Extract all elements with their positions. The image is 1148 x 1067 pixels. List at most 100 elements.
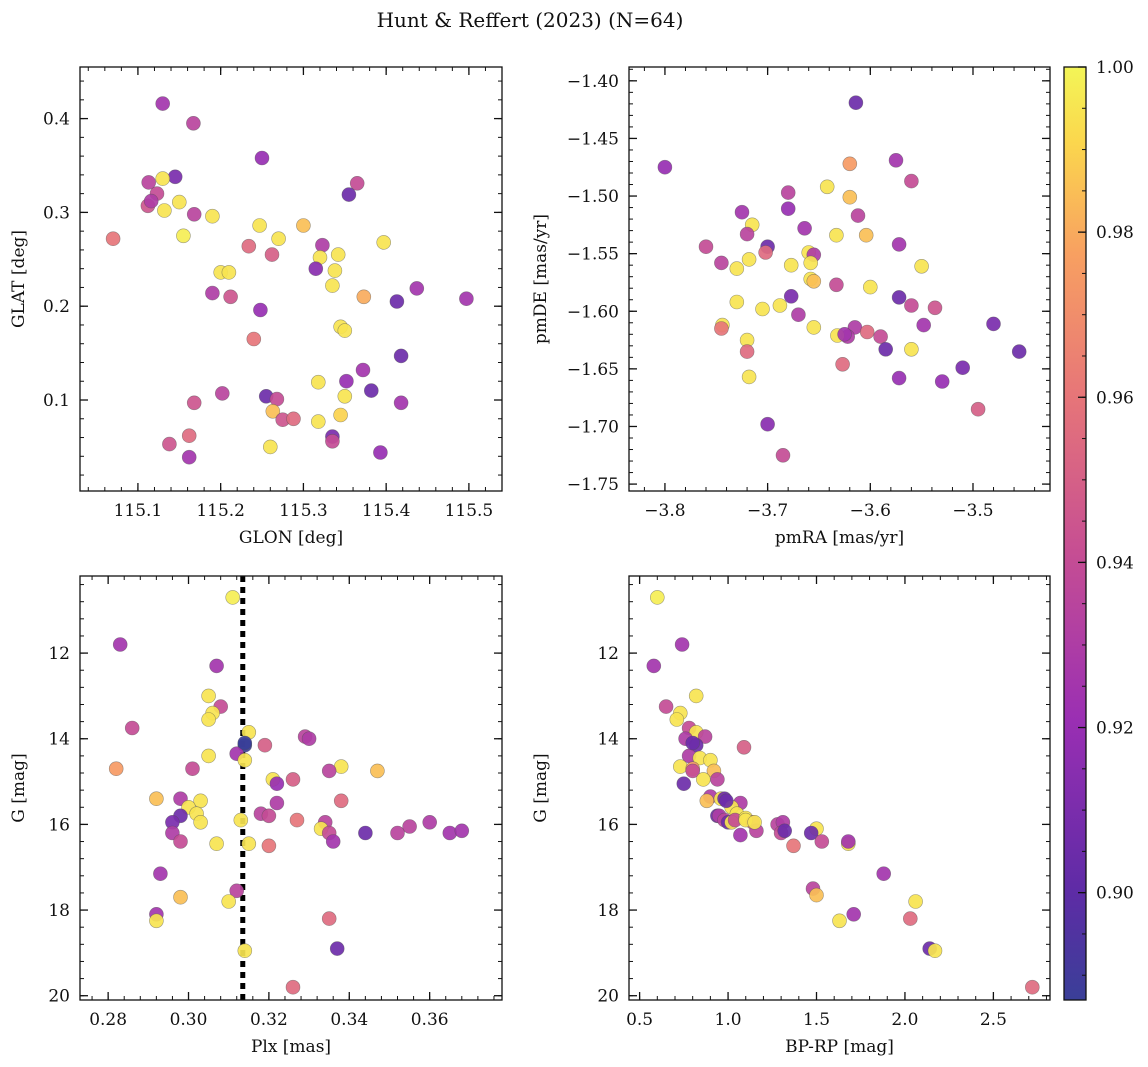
x-tick-label: −3.5 xyxy=(952,501,993,521)
scatter-point xyxy=(173,834,188,849)
x-tick-label: −3.6 xyxy=(850,501,891,521)
scatter-points xyxy=(105,96,474,465)
colorbar-tick-label: 0.90 xyxy=(1096,884,1134,904)
scatter-point xyxy=(285,979,301,995)
scatter-point xyxy=(393,395,409,411)
scatter-point xyxy=(891,237,907,252)
scatter-point xyxy=(891,290,907,305)
scatter-point xyxy=(729,261,745,276)
scatter-point xyxy=(143,193,159,209)
major-ticks xyxy=(80,67,502,491)
axes-frame xyxy=(628,575,1051,1001)
scatter-point xyxy=(254,150,270,166)
scatter-point xyxy=(878,341,894,357)
scatter-point xyxy=(355,362,371,378)
scatter-point xyxy=(157,203,172,218)
scatter-point xyxy=(888,153,904,168)
x-tick-label: 115.2 xyxy=(196,501,245,521)
x-tick-label: 0.28 xyxy=(89,1010,127,1030)
scatter-point xyxy=(646,658,662,674)
scatter-point xyxy=(734,204,750,220)
x-tick-label: −3.7 xyxy=(747,501,788,521)
x-tick-label: 2.5 xyxy=(980,1010,1007,1030)
scatter-point xyxy=(237,752,253,768)
scatter-point xyxy=(105,231,121,246)
scatter-point xyxy=(149,791,164,807)
scatter-point xyxy=(237,943,253,959)
x-tick-label: 115.4 xyxy=(362,501,411,521)
x-tick-label: 2.0 xyxy=(891,1010,918,1030)
scatter-point xyxy=(760,416,775,432)
scatter-point xyxy=(370,763,385,779)
scatter-point xyxy=(185,761,200,777)
y-tick-label: 14 xyxy=(597,730,619,750)
scatter-point xyxy=(172,194,187,210)
y-tick-label: 16 xyxy=(48,815,70,835)
x-tick-label: 0.32 xyxy=(250,1010,288,1030)
scatter-point xyxy=(695,772,711,787)
scatter-point xyxy=(697,729,713,744)
x-axis-label: BP-RP [mag] xyxy=(785,1037,894,1057)
scatter-point xyxy=(167,169,183,185)
scatter-point xyxy=(986,316,1001,332)
scatter-point xyxy=(349,176,365,191)
scatter-point xyxy=(193,814,208,830)
scatter-point xyxy=(257,737,273,753)
major-ticks xyxy=(80,576,502,1000)
scatter-point xyxy=(252,218,267,233)
scatter-point xyxy=(112,637,128,652)
x-tick-label: −3.8 xyxy=(644,501,685,521)
scatter-point xyxy=(225,590,240,605)
colorbar-gradient xyxy=(1063,66,1087,1001)
scatter-point xyxy=(733,827,748,843)
x-tick-label: 115.1 xyxy=(114,501,163,521)
y-tick-label: −1.55 xyxy=(567,245,619,265)
scatter-point xyxy=(327,263,343,278)
scatter-point xyxy=(124,720,140,736)
x-tick-label: 0.30 xyxy=(170,1010,208,1030)
scatter-point xyxy=(859,324,875,340)
scatter-point xyxy=(356,289,372,305)
scatter-point xyxy=(233,812,249,828)
scatter-point xyxy=(376,235,392,250)
scatter-point xyxy=(649,590,665,605)
colorbar-tick-label: 0.94 xyxy=(1096,553,1134,573)
scatter-point xyxy=(846,906,862,922)
scatter-point xyxy=(271,231,286,246)
scatter-point xyxy=(149,913,164,929)
y-tick-label: 20 xyxy=(597,987,619,1007)
scatter-point xyxy=(772,298,788,313)
scatter-point xyxy=(329,941,345,956)
scatter-point xyxy=(181,428,197,444)
scatter-point xyxy=(904,341,919,357)
scatter-point xyxy=(296,218,311,233)
scatter-point xyxy=(806,273,822,289)
panel-plxg: 0.28 0.30 0.32 0.34 0.36 12 14 16 18 20 Plx [mas] G… xyxy=(9,575,503,1057)
y-axis-label: G [mag] xyxy=(531,753,551,822)
x-tick-label: 115.5 xyxy=(445,501,494,521)
scatter-point xyxy=(337,323,353,338)
major-ticks xyxy=(629,67,1050,491)
scatter-point xyxy=(162,436,177,452)
scatter-point xyxy=(310,374,326,390)
colorbar: 0.90 0.92 0.94 0.96 0.98 1.00 xyxy=(1063,58,1134,1001)
y-tick-label: 20 xyxy=(48,987,70,1007)
y-tick-label: 12 xyxy=(597,644,619,664)
y-tick-label: −1.50 xyxy=(567,187,619,207)
scatter-point xyxy=(797,221,812,236)
scatter-point xyxy=(181,449,197,465)
scatter-point xyxy=(848,95,864,110)
colorbar-tick-label: 1.00 xyxy=(1096,58,1134,78)
scatter-point xyxy=(914,258,929,274)
scatter-point xyxy=(269,795,285,811)
scatter-point xyxy=(832,913,847,929)
scatter-point xyxy=(141,175,156,190)
panel-pm: −3.8 −3.7 −3.6 −3.5 −1.75 −1.70 −1.65 −1.60 −1.5… xyxy=(531,66,1051,548)
scatter-point xyxy=(927,300,943,316)
scatter-point xyxy=(186,207,202,222)
scatter-point xyxy=(783,257,799,273)
x-axis-label: GLON [deg] xyxy=(239,528,343,548)
scatter-point xyxy=(755,301,770,317)
scatter-point xyxy=(842,156,858,172)
